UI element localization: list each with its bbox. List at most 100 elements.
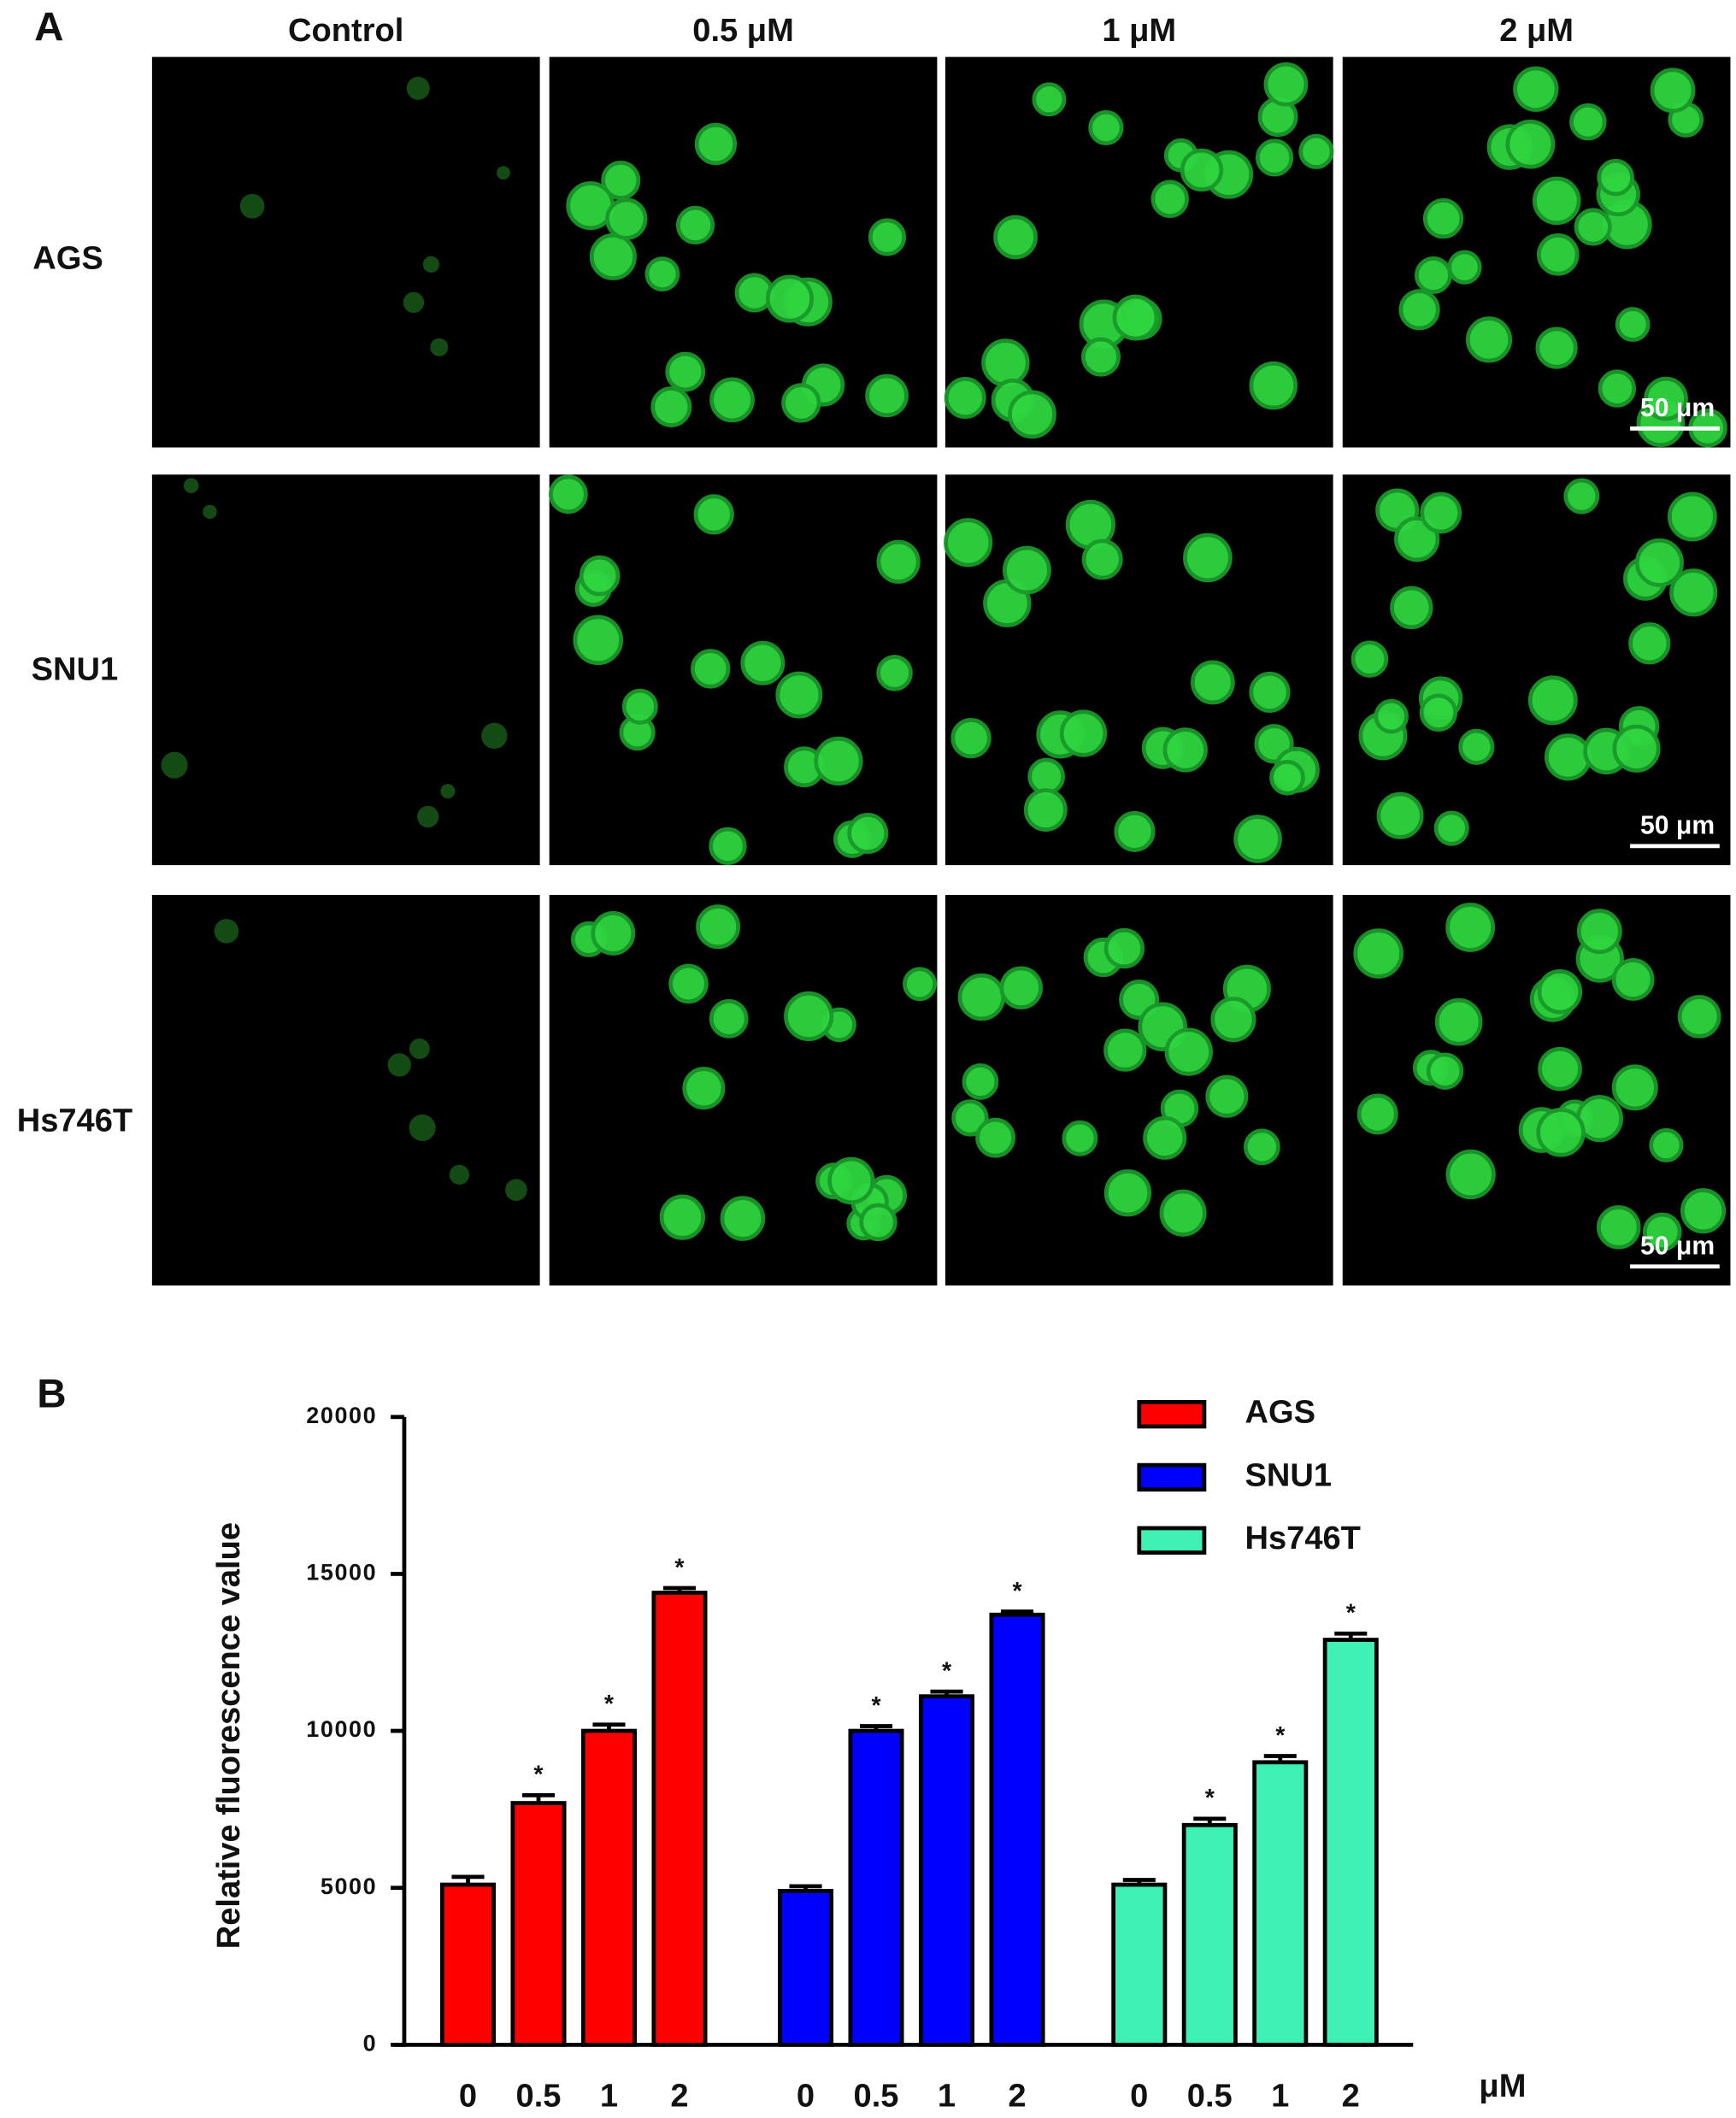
cell — [1649, 1127, 1684, 1162]
cell — [682, 1067, 726, 1110]
micrograph — [151, 895, 540, 1286]
cell — [409, 1114, 436, 1142]
significance-label: * — [1205, 1785, 1215, 1812]
cell — [775, 671, 823, 719]
cell — [1023, 788, 1068, 832]
scale-bar-label: 50 μm — [1640, 1232, 1715, 1260]
cell — [1103, 1169, 1152, 1217]
cell — [1596, 1205, 1641, 1250]
cell — [696, 904, 741, 950]
panel-label: A — [34, 4, 63, 50]
x-unit: μM — [1479, 2068, 1526, 2104]
cell — [868, 218, 907, 256]
y-axis-title: Relative fluorescence value — [211, 1522, 247, 1949]
x-tick-label: 1 — [600, 2078, 618, 2114]
x-tick-label: 1 — [938, 2078, 956, 2114]
cell — [601, 160, 641, 200]
cell — [847, 813, 889, 854]
cell — [1255, 138, 1294, 177]
bar — [1252, 1760, 1309, 2047]
bar — [1181, 1822, 1238, 2047]
cell — [1615, 307, 1651, 342]
cell — [1447, 250, 1482, 285]
cell — [1249, 361, 1298, 410]
cell — [505, 1179, 527, 1202]
cell — [1536, 233, 1580, 276]
cell — [650, 386, 692, 427]
cell — [1414, 256, 1452, 294]
cell — [1642, 1212, 1682, 1252]
cell — [951, 1099, 989, 1137]
cell — [1612, 724, 1661, 773]
cell — [416, 805, 439, 828]
cell — [481, 722, 508, 750]
scale-bar-label: 50 μm — [1640, 394, 1715, 422]
legend-swatch — [1137, 1526, 1207, 1555]
column-header: 1 μM — [1102, 13, 1176, 49]
cell — [709, 998, 749, 1038]
cell — [827, 1156, 875, 1205]
scale-bar-label: 50 μm — [1640, 812, 1715, 840]
cell — [1644, 376, 1688, 421]
legend-swatch — [1137, 1399, 1207, 1429]
micrograph — [945, 474, 1333, 866]
cell — [449, 1164, 470, 1185]
cell — [781, 383, 821, 423]
cell — [950, 718, 992, 759]
x-tick-label: 0.5 — [516, 2078, 562, 2114]
cell — [665, 351, 706, 392]
cell — [740, 640, 786, 685]
cell — [579, 555, 621, 597]
cell — [691, 649, 731, 689]
x-tick-label: 0 — [459, 2078, 477, 2114]
cell — [859, 1203, 897, 1242]
y-tick-label: 0 — [363, 2030, 378, 2056]
column-header: Control — [288, 13, 403, 49]
column-header: 2 μM — [1499, 13, 1574, 49]
cell — [1634, 538, 1684, 587]
cell — [1538, 1046, 1582, 1091]
y-tick-label: 20000 — [306, 1403, 377, 1428]
cell — [1233, 815, 1282, 863]
x-tick-label: 0.5 — [1187, 2078, 1233, 2114]
legend-label: AGS — [1245, 1395, 1315, 1431]
cell — [1597, 158, 1634, 197]
cell — [1677, 995, 1721, 1038]
x-tick-label: 2 — [1342, 2078, 1360, 2114]
cell — [1298, 133, 1334, 169]
cell — [1162, 727, 1208, 773]
legend-label: Hs746T — [1245, 1521, 1361, 1556]
cell — [1465, 316, 1513, 363]
cell — [1269, 759, 1305, 796]
cell — [1513, 66, 1559, 112]
cell — [1445, 1149, 1496, 1200]
cell — [693, 494, 734, 535]
cell — [1164, 1027, 1213, 1076]
cell — [999, 966, 1043, 1010]
cell — [709, 377, 755, 423]
cell — [1180, 148, 1224, 192]
cell — [1458, 728, 1495, 765]
cell — [784, 991, 834, 1041]
cell — [1611, 958, 1655, 1001]
x-tick-label: 0 — [797, 2078, 815, 2114]
cell — [659, 1194, 705, 1240]
cell — [1569, 103, 1607, 141]
cell — [1434, 997, 1483, 1046]
significance-label: * — [533, 1762, 544, 1789]
cell — [1353, 928, 1404, 979]
cell — [1398, 289, 1440, 331]
cell — [1527, 675, 1578, 726]
x-tick-label: 0.5 — [854, 2078, 899, 2114]
cell — [1205, 1074, 1249, 1118]
row-label: SNU1 — [32, 651, 119, 687]
micrograph-grid: Control 0.5 μM 1 μM 2 μM AGS 50 μm SNU1 50 μm Hs… — [17, 13, 1731, 1286]
row-label: Hs746T — [17, 1103, 132, 1139]
cell — [1143, 1115, 1187, 1160]
cell — [1598, 369, 1637, 408]
y-tick-label: 5000 — [321, 1874, 377, 1899]
cell — [406, 76, 430, 100]
cell — [1243, 1128, 1280, 1166]
cell — [1103, 1028, 1147, 1072]
